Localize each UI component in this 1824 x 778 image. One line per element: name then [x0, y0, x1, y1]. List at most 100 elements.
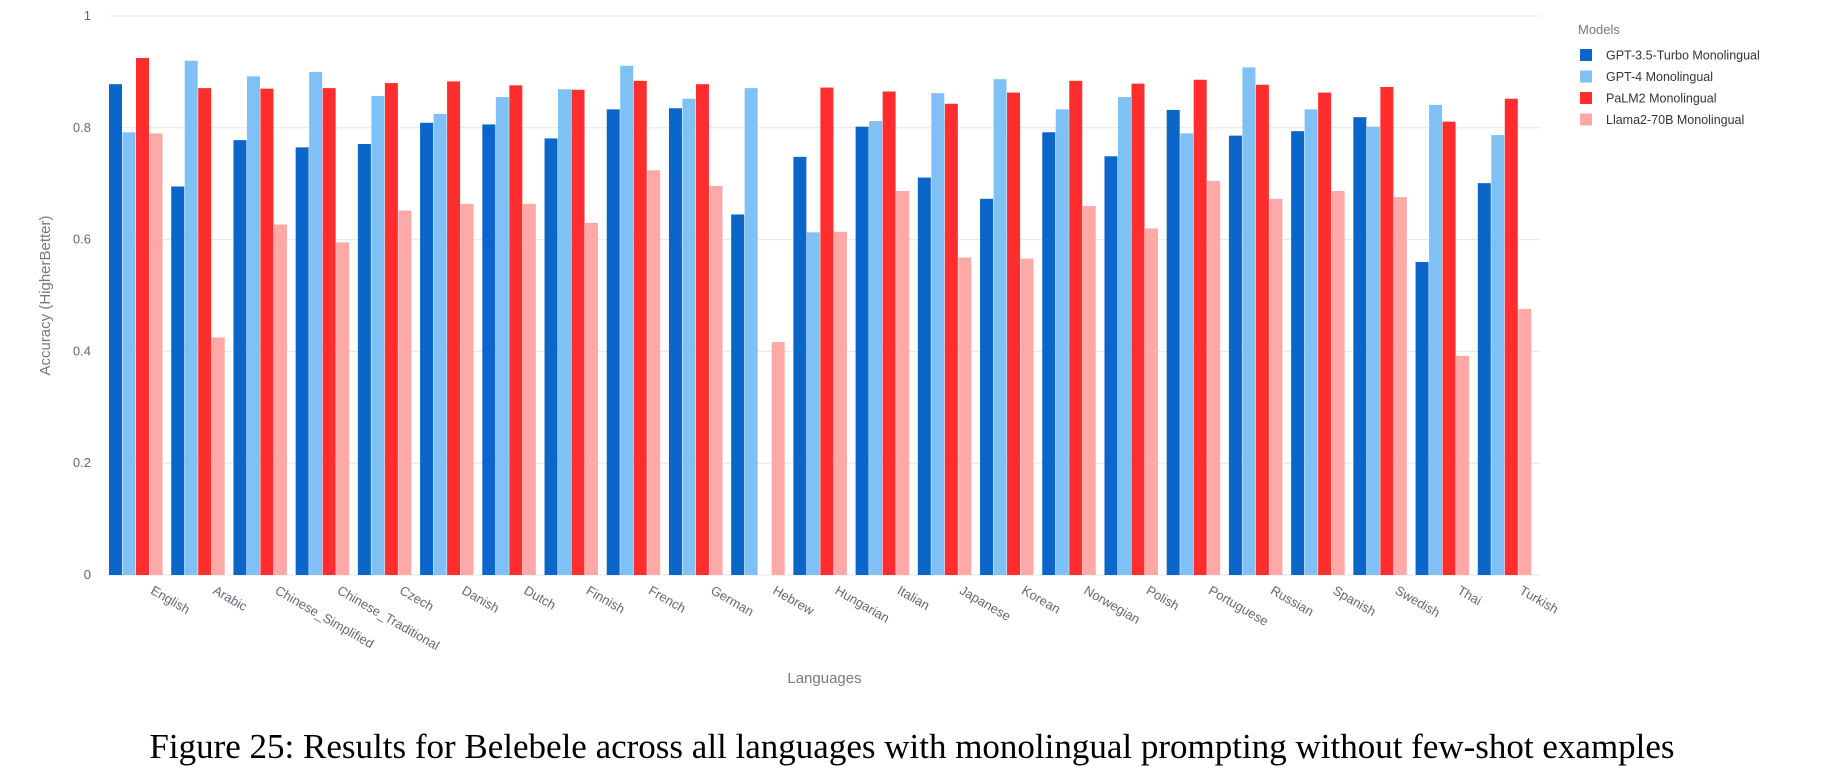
- bar: [420, 122, 434, 576]
- bar: [558, 89, 572, 575]
- bar: [184, 60, 198, 576]
- x-tick-label: Thai: [1455, 583, 1484, 609]
- y-axis-ticks: 0 0.2 0.4 0.6 0.8 1: [73, 8, 91, 582]
- bar: [1491, 135, 1505, 575]
- bar: [460, 203, 474, 575]
- bar: [384, 83, 398, 575]
- y-tick-label: 0.2: [73, 455, 91, 470]
- y-tick-label: 0.4: [73, 343, 91, 358]
- bar: [944, 103, 958, 575]
- bar: [869, 121, 883, 575]
- legend: Models GPT-3.5-Turbo Monolingual GPT-4 Mo…: [1578, 22, 1760, 127]
- bar: [1415, 261, 1429, 575]
- bar: [855, 126, 869, 575]
- bar: [522, 203, 536, 575]
- x-tick-label: Hebrew: [770, 583, 817, 619]
- bar: [357, 144, 371, 576]
- bar: [1331, 190, 1345, 576]
- bar: [993, 79, 1007, 576]
- bar: [1318, 92, 1332, 575]
- x-tick-label: English: [148, 583, 192, 617]
- bar: [211, 337, 225, 575]
- bar: [793, 156, 807, 576]
- x-axis-label: Languages: [787, 670, 861, 687]
- x-tick-label: Japanese: [957, 583, 1013, 624]
- bar: [447, 81, 461, 575]
- bar: [1366, 126, 1380, 575]
- bar: [1055, 109, 1069, 575]
- bar: [1007, 92, 1021, 575]
- chart: 00.20.40.60.81 English Arabic Chinese_Simp…: [37, 8, 1760, 687]
- x-tick-label: Norwegian: [1082, 583, 1143, 627]
- bar: [668, 108, 682, 576]
- bar: [833, 231, 847, 576]
- bar: [273, 224, 287, 575]
- y-tick-label: 1: [84, 8, 91, 23]
- bar: [171, 186, 185, 575]
- y-tick-label: 0.6: [73, 232, 91, 247]
- x-tick-label: Portuguese: [1206, 583, 1271, 629]
- y-axis-label: Accuracy (HigherBetter): [37, 215, 54, 375]
- bar: [322, 88, 336, 576]
- bar: [1117, 97, 1131, 576]
- bar: [1042, 132, 1056, 575]
- legend-label: PaLM2 Monolingual: [1606, 92, 1717, 106]
- bar: [882, 91, 896, 575]
- bar: [260, 88, 274, 576]
- bar: [744, 88, 758, 576]
- bar: [1477, 183, 1491, 576]
- bar: [109, 84, 122, 575]
- bar: [1353, 117, 1367, 575]
- bar: [482, 124, 496, 576]
- x-tick-label: Polish: [1144, 583, 1182, 614]
- bar: [682, 98, 696, 576]
- legend-label: GPT-3.5-Turbo Monolingual: [1606, 49, 1760, 63]
- bar: [585, 222, 599, 575]
- bar: [1020, 258, 1034, 575]
- bar: [544, 138, 558, 575]
- bar: [1291, 131, 1305, 576]
- x-tick-label: Finnish: [584, 583, 628, 617]
- bar: [1180, 133, 1194, 575]
- bar: [136, 57, 149, 576]
- bar: [771, 341, 785, 575]
- x-tick-label: Turkish: [1517, 583, 1561, 617]
- x-tick-label: Czech: [397, 583, 436, 614]
- bar: [1518, 308, 1532, 575]
- bar: [246, 76, 260, 575]
- bar: [1504, 98, 1518, 576]
- bar: [1166, 109, 1180, 576]
- bar: [731, 214, 745, 575]
- bar: [1242, 67, 1256, 575]
- bar: [198, 88, 212, 576]
- legend-label: Llama2-70B Monolingual: [1606, 113, 1744, 127]
- bar: [1255, 84, 1269, 575]
- bar: [309, 71, 323, 576]
- x-tick-label: Swedish: [1393, 583, 1443, 621]
- bar: [295, 147, 309, 576]
- legend-title: Models: [1578, 22, 1620, 37]
- bar: [606, 109, 620, 575]
- bar: [1144, 228, 1158, 576]
- bar: [958, 257, 972, 575]
- bar: [336, 242, 350, 575]
- figure-caption: Figure 25: Results for Belebele across a…: [149, 727, 1675, 766]
- bar: [647, 170, 661, 575]
- legend-swatch: [1580, 113, 1592, 126]
- bars: [109, 57, 1532, 576]
- bar: [233, 140, 247, 575]
- x-tick-label: Chinese_Traditional: [335, 583, 442, 654]
- bar: [1304, 109, 1318, 575]
- bar: [1193, 79, 1207, 575]
- bar: [620, 65, 634, 575]
- legend-swatch: [1580, 92, 1592, 104]
- legend-swatch: [1580, 70, 1592, 83]
- bar: [1442, 121, 1456, 575]
- bar: [896, 190, 910, 576]
- bar: [1131, 83, 1145, 575]
- x-tick-label: Hungarian: [833, 583, 892, 626]
- bar: [1228, 135, 1242, 575]
- bar: [709, 185, 723, 575]
- x-tick-label: Russian: [1268, 583, 1316, 619]
- bar: [806, 232, 820, 575]
